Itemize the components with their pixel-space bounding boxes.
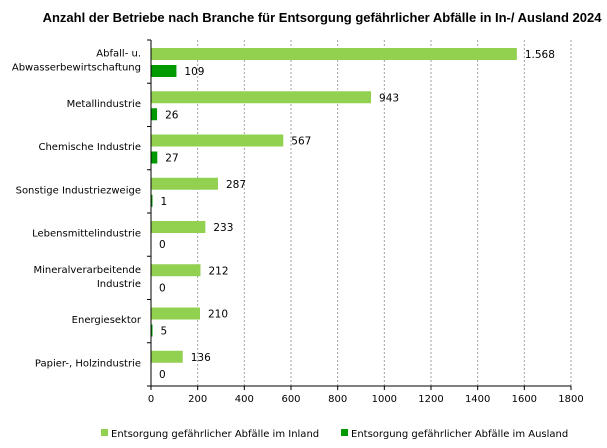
category-label: Metallindustrie bbox=[67, 99, 141, 110]
bar-ausland bbox=[151, 324, 153, 337]
data-label-ausland: 0 bbox=[159, 369, 166, 381]
data-label-ausland: 27 bbox=[165, 153, 178, 165]
data-label-ausland: 0 bbox=[159, 282, 166, 294]
data-label-inland: 233 bbox=[213, 222, 233, 234]
bar-ausland bbox=[151, 65, 177, 77]
data-label-inland: 287 bbox=[226, 179, 246, 191]
category-label: Energiesektor bbox=[72, 315, 142, 326]
data-label-inland: 943 bbox=[379, 92, 399, 104]
x-tick-label: 800 bbox=[328, 394, 347, 405]
category-labels: Abfall- u. Abwasserbewirtschaftung Metalli… bbox=[12, 49, 142, 370]
category-label: Papier-, Holzindustrie bbox=[35, 358, 141, 369]
legend-swatch bbox=[101, 429, 108, 436]
bar-inland bbox=[151, 91, 372, 104]
legend: Entsorgung gefährlicher Abfälle im Inlan… bbox=[101, 429, 568, 440]
x-tick-label: 1600 bbox=[512, 394, 537, 405]
axes bbox=[147, 39, 572, 390]
chart-title: Anzahl der Betriebe nach Branche für Ent… bbox=[43, 10, 603, 25]
x-tick-labels: 0 200 400 600 800 1000 1200 1400 1600 1800 bbox=[148, 394, 584, 405]
category-label: Industrie bbox=[97, 279, 141, 290]
bar-inland bbox=[151, 350, 183, 363]
data-label-ausland: 1 bbox=[161, 196, 168, 208]
category-label: Chemische Industrie bbox=[38, 142, 141, 153]
category-label: Abwasserbewirtschaftung bbox=[12, 63, 141, 74]
x-tick-label: 1800 bbox=[558, 394, 583, 405]
data-label-inland: 1.568 bbox=[525, 49, 555, 61]
bar-inland bbox=[151, 264, 201, 277]
data-label-inland: 136 bbox=[191, 352, 211, 364]
data-label-ausland: 5 bbox=[161, 326, 168, 338]
x-tick-label: 1200 bbox=[418, 394, 443, 405]
x-tick-label: 1400 bbox=[465, 394, 490, 405]
data-label-ausland: 109 bbox=[184, 66, 204, 78]
category-label: Abfall- u. bbox=[96, 49, 141, 60]
category-label: Lebensmittelindustrie bbox=[32, 229, 141, 240]
bar-inland bbox=[151, 48, 517, 60]
legend-label: Entsorgung gefährlicher Abfälle im Inlan… bbox=[111, 429, 319, 440]
x-tick-label: 200 bbox=[188, 394, 207, 405]
x-tick-label: 0 bbox=[148, 394, 154, 405]
x-tick-label: 400 bbox=[235, 394, 254, 405]
data-label-inland: 567 bbox=[291, 136, 311, 148]
bar-inland bbox=[151, 177, 218, 190]
data-label-inland: 210 bbox=[208, 309, 228, 321]
bar-ausland bbox=[151, 194, 153, 207]
category-label: Mineralverarbeitende bbox=[33, 265, 141, 276]
x-tick-label: 600 bbox=[281, 394, 300, 405]
legend-swatch bbox=[341, 429, 348, 436]
data-label-ausland: 0 bbox=[159, 239, 166, 251]
legend-label: Entsorgung gefährlicher Abfälle im Ausla… bbox=[351, 429, 568, 440]
bar-ausland bbox=[151, 151, 158, 164]
bars: 1.568 109 943 26 567 27 287 1 233 0 212 0 210 5 136 0 bbox=[151, 48, 555, 381]
data-label-inland: 212 bbox=[208, 265, 228, 277]
bar-inland bbox=[151, 134, 284, 147]
x-tick-label: 1000 bbox=[372, 394, 397, 405]
bar-inland bbox=[151, 307, 200, 320]
category-label: Sonstige Industriezweige bbox=[16, 185, 141, 196]
bar-ausland bbox=[151, 108, 158, 121]
bar-inland bbox=[151, 221, 206, 233]
data-label-ausland: 26 bbox=[165, 109, 179, 121]
